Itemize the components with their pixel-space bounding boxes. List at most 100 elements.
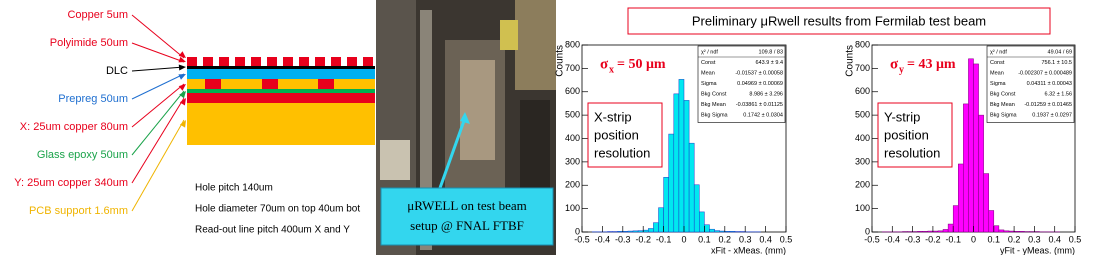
- histogram-bar: [729, 231, 736, 233]
- layer-label: Glass epoxy 50um: [37, 149, 128, 161]
- histogram-bar: [937, 230, 944, 233]
- layer-label: X: 25um copper 80um: [20, 121, 128, 133]
- y-tick-label: 700: [565, 63, 580, 73]
- photo: [376, 0, 556, 255]
- annotation-line: position: [594, 127, 639, 142]
- copper-pad: [347, 57, 357, 66]
- x-tick-label: -0.2: [925, 234, 941, 244]
- layer-stack: [187, 57, 375, 145]
- x-tick-label: 0.1: [698, 234, 711, 244]
- stats-value: 0.1937 ± 0.0297: [1032, 112, 1072, 118]
- stats-label: Sigma: [701, 81, 718, 87]
- histogram-bar: [993, 225, 1000, 233]
- arrow-head: [179, 98, 186, 106]
- histogram-bar: [658, 207, 664, 233]
- y-tick-label: 400: [565, 133, 580, 143]
- histogram-bar: [678, 79, 685, 233]
- copper-pad: [235, 57, 245, 66]
- arrow: [131, 97, 185, 184]
- stats-label: Bkg Const: [990, 91, 1016, 97]
- layer-label: Y: 25um copper 340um: [14, 177, 128, 189]
- copper-pad: [315, 57, 325, 66]
- sigma-symbol: σ: [600, 56, 609, 72]
- y-axis-label: Counts: [555, 45, 566, 77]
- x-tick-label: 0.2: [1008, 234, 1021, 244]
- layer-label: DLC: [106, 65, 128, 77]
- stats-label: Bkg Mean: [701, 102, 726, 108]
- stats-label: Bkg Sigma: [990, 112, 1018, 118]
- copper-pads: [187, 57, 373, 66]
- x-tick-label: 0: [681, 234, 686, 244]
- layer-label: Polyimide 50um: [50, 37, 128, 49]
- sigma-symbol: σ: [890, 56, 899, 72]
- histogram-bar: [1013, 231, 1020, 233]
- annotation-line: resolution: [594, 145, 650, 160]
- stats-value: 756.1 ± 10.5: [1041, 60, 1072, 66]
- histogram-bar: [1018, 231, 1025, 233]
- sigma-subscript: x: [609, 64, 614, 75]
- arrow: [131, 42, 185, 63]
- arrow-head: [178, 74, 186, 80]
- histogram-bar: [668, 133, 675, 233]
- histogram-bar: [648, 228, 654, 233]
- x-strip: [318, 79, 334, 89]
- arrow-head: [178, 64, 186, 71]
- arrow-head: [178, 84, 186, 91]
- x-tick-label: -0.1: [656, 234, 672, 244]
- histogram-bar: [714, 230, 720, 233]
- histogram-bar: [983, 173, 989, 233]
- histogram-bar: [617, 231, 624, 233]
- stats-label: Bkg Const: [701, 91, 727, 97]
- x-tick-label: -0.1: [945, 234, 961, 244]
- histogram-bar: [958, 163, 964, 233]
- histogram-bar: [988, 210, 995, 233]
- arrow-head: [179, 120, 186, 128]
- histogram-bar: [973, 63, 979, 233]
- stats-label: Sigma: [990, 81, 1007, 87]
- histogram-bar: [978, 114, 984, 233]
- histogram-bar: [688, 142, 695, 233]
- arrow: [131, 90, 185, 156]
- annotation-box: [877, 102, 953, 168]
- y-tick-label: 0: [865, 226, 870, 236]
- stats-value: 8.986 ± 3.296: [749, 91, 783, 97]
- annotation-line: Y-strip: [884, 109, 920, 124]
- arrow-head: [179, 91, 186, 99]
- stats-label: χ² / ndf: [990, 49, 1007, 55]
- histogram-bar: [927, 230, 934, 233]
- y-tick-label: 600: [565, 86, 580, 96]
- histogram-bar: [693, 184, 700, 233]
- annotation-line: resolution: [884, 145, 940, 160]
- copper-pad: [331, 57, 341, 66]
- pcb-layer: [187, 103, 375, 145]
- x-tick-label: 0.4: [1048, 234, 1061, 244]
- histogram-bar: [1008, 230, 1015, 233]
- x-tick-label: 0.2: [719, 234, 732, 244]
- stats-label: Mean: [701, 70, 715, 76]
- copper-pad: [283, 57, 293, 66]
- arrow: [131, 73, 185, 100]
- y-tick-label: 0: [575, 226, 580, 236]
- y-tick-label: 800: [855, 39, 870, 49]
- copper-pad: [203, 57, 213, 66]
- y-tick-label: 100: [855, 203, 870, 213]
- note: Hole pitch 140um: [195, 183, 273, 194]
- arrow: [131, 66, 185, 72]
- copper-pad: [363, 57, 373, 66]
- histogram-bar: [719, 230, 726, 233]
- sigma-subscript: y: [899, 64, 904, 75]
- photo-caption: μRWELL on test beam: [407, 198, 527, 213]
- y-axis-label: Counts: [845, 45, 856, 77]
- histogram-bar: [998, 229, 1005, 233]
- x-tick-label: 0.3: [1028, 234, 1041, 244]
- y-tick-label: 400: [855, 133, 870, 143]
- annotation-line: position: [884, 127, 929, 142]
- stats-label: Mean: [990, 70, 1004, 76]
- y-tick-label: 300: [565, 156, 580, 166]
- annotation-box: [587, 102, 663, 168]
- arrow: [131, 14, 185, 59]
- arrow: [131, 119, 185, 212]
- copper-pad: [251, 57, 261, 66]
- y-layer: [187, 93, 375, 103]
